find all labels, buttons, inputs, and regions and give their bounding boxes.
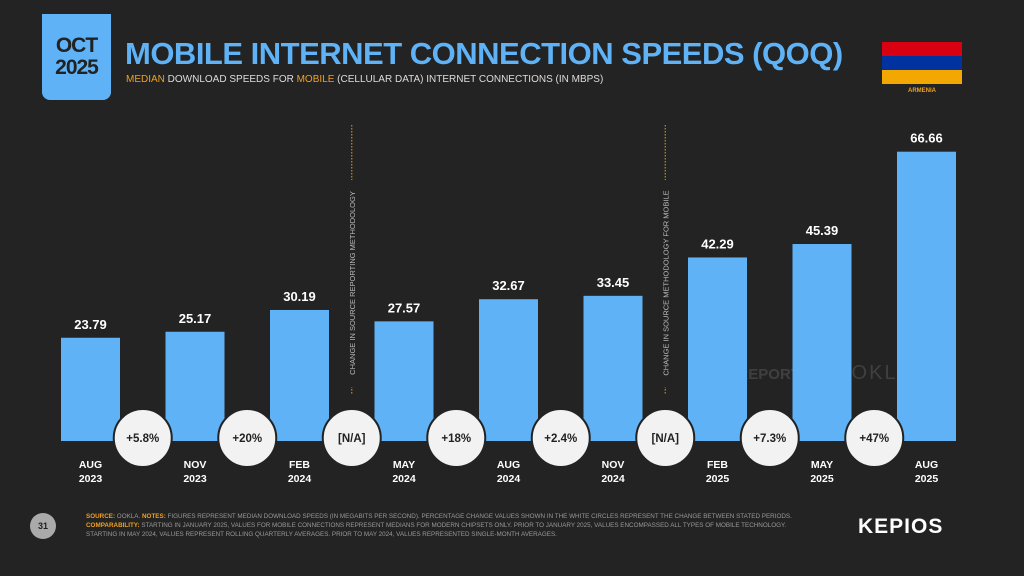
bar <box>61 337 120 441</box>
change-label: +7.3% <box>753 433 786 445</box>
flag-stripe <box>882 70 962 84</box>
x-tick-label: NOV <box>184 459 207 471</box>
date-year: 2025 <box>55 56 99 79</box>
x-tick-label: AUG <box>497 459 520 471</box>
x-tick-label: MAY <box>811 459 833 471</box>
bar-value-label: 30.19 <box>283 289 316 304</box>
bar-value-label: 23.79 <box>74 317 107 332</box>
methodology-annotation: CHANGE IN SOURCE METHODOLOGY FOR MOBILE <box>661 190 670 375</box>
comparability-text: STARTING IN JANUARY 2025, VALUES FOR MOB… <box>86 522 787 538</box>
bar-value-label: 42.29 <box>701 236 734 251</box>
bar-value-label: 45.39 <box>806 223 839 238</box>
date-month: OCT <box>55 34 98 57</box>
change-circle <box>635 408 696 468</box>
subtitle-highlight: MEDIAN <box>126 74 165 85</box>
flag-stripe <box>882 56 962 70</box>
kepios-logo: KEPIOS <box>858 515 944 538</box>
page-number: 31 <box>30 513 56 539</box>
date-badge: OCT 2025 <box>42 14 111 100</box>
change-circle <box>739 408 800 468</box>
change-label: +5.8% <box>126 433 159 445</box>
change-label: [N/A] <box>338 433 366 445</box>
change-label: +20% <box>232 433 262 445</box>
page-subtitle: MEDIAN DOWNLOAD SPEEDS FOR MOBILE (CELLU… <box>126 74 603 85</box>
change-circle <box>321 408 382 468</box>
bar <box>479 299 538 441</box>
subtitle-text: DOWNLOAD SPEEDS FOR <box>164 74 297 85</box>
source-label: SOURCE: <box>86 513 116 520</box>
bar-value-label: 32.67 <box>492 278 525 293</box>
x-tick-label: NOV <box>602 459 625 471</box>
x-tick-label: AUG <box>915 459 938 471</box>
x-tick-label: MAY <box>393 459 415 471</box>
subtitle-text: (CELLULAR DATA) INTERNET CONNECTIONS (IN… <box>334 74 604 85</box>
change-label: +18% <box>441 433 471 445</box>
x-tick-label: 2025 <box>915 473 939 485</box>
bar <box>897 151 956 441</box>
x-tick-label: 2023 <box>79 473 103 485</box>
change-circle <box>112 408 173 468</box>
page-title: MOBILE INTERNET CONNECTION SPEEDS (QOQ) <box>125 36 843 71</box>
change-circle <box>426 408 487 468</box>
x-tick-label: 2024 <box>288 473 312 485</box>
change-circle <box>530 408 591 468</box>
flag-stripe <box>882 42 962 56</box>
change-label: +2.4% <box>544 433 577 445</box>
bar <box>792 244 852 441</box>
x-tick-label: 2024 <box>497 473 521 485</box>
bar-value-label: 33.45 <box>597 275 630 290</box>
x-tick-label: AUG <box>79 459 102 471</box>
armenia-flag-icon <box>882 42 962 84</box>
x-tick-label: FEB <box>289 459 310 471</box>
bar <box>688 257 747 441</box>
notes-text: FIGURES REPRESENT MEDIAN DOWNLOAD SPEEDS… <box>165 513 792 520</box>
x-tick-label: 2023 <box>183 473 207 485</box>
x-tick-label: 2025 <box>810 473 834 485</box>
x-tick-label: 2024 <box>601 473 625 485</box>
change-circle <box>844 408 905 468</box>
bar-value-label: 66.66 <box>910 131 943 146</box>
bar-value-label: 27.57 <box>388 300 421 315</box>
source-text: OOKLA. <box>115 513 142 520</box>
divider-gap <box>345 180 358 387</box>
ookla-watermark: OOKLA <box>834 362 913 384</box>
subtitle-highlight: MOBILE <box>296 74 335 85</box>
x-tick-label: 2024 <box>392 473 416 485</box>
divider-gap <box>659 180 672 387</box>
comparability-label: COMPARABILITY: <box>86 522 140 529</box>
footer-notes: SOURCE: OOKLA. NOTES: FIGURES REPRESENT … <box>86 512 796 539</box>
bar-value-label: 25.17 <box>179 311 212 326</box>
change-label: +47% <box>859 433 889 445</box>
notes-label: NOTES: <box>142 513 166 520</box>
methodology-annotation: CHANGE IN SOURCE REPORTING METHODOLOGY <box>348 191 357 375</box>
bar <box>374 321 434 441</box>
bar <box>583 295 643 441</box>
bar <box>165 331 225 441</box>
bar <box>270 309 329 441</box>
country-label: ARMENIA <box>908 88 936 94</box>
x-tick-label: 2025 <box>706 473 730 485</box>
x-tick-label: FEB <box>707 459 728 471</box>
change-label: [N/A] <box>652 433 680 445</box>
change-circle <box>217 408 278 468</box>
